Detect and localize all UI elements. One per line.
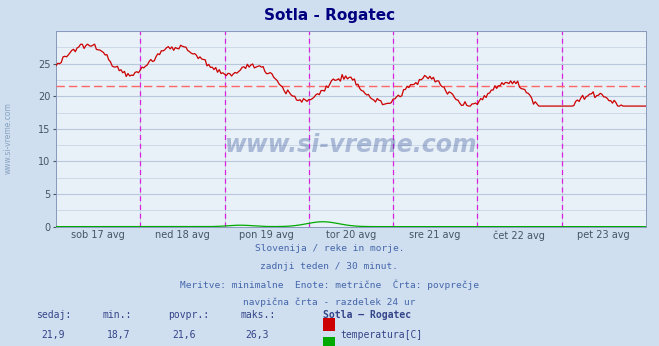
Text: sedaj:: sedaj: <box>36 310 71 320</box>
Text: sre 21 avg: sre 21 avg <box>409 230 461 240</box>
Text: pon 19 avg: pon 19 avg <box>239 230 294 240</box>
Text: www.si-vreme.com: www.si-vreme.com <box>225 133 477 156</box>
Text: Sotla - Rogatec: Sotla - Rogatec <box>264 8 395 22</box>
Text: Meritve: minimalne  Enote: metrične  Črta: povprečje: Meritve: minimalne Enote: metrične Črta:… <box>180 280 479 290</box>
Text: navpična črta - razdelek 24 ur: navpična črta - razdelek 24 ur <box>243 298 416 307</box>
Text: pet 23 avg: pet 23 avg <box>577 230 630 240</box>
Text: ned 18 avg: ned 18 avg <box>155 230 210 240</box>
Text: www.si-vreme.com: www.si-vreme.com <box>4 102 13 174</box>
Text: 21,9: 21,9 <box>41 330 65 340</box>
Text: min.:: min.: <box>102 310 132 320</box>
Text: čet 22 avg: čet 22 avg <box>494 230 546 240</box>
Text: maks.:: maks.: <box>241 310 275 320</box>
Text: Sotla – Rogatec: Sotla – Rogatec <box>323 310 411 320</box>
Text: Slovenija / reke in morje.: Slovenija / reke in morje. <box>255 244 404 253</box>
Text: povpr.:: povpr.: <box>168 310 209 320</box>
Text: 18,7: 18,7 <box>107 330 130 340</box>
Text: tor 20 avg: tor 20 avg <box>326 230 376 240</box>
Text: 21,6: 21,6 <box>173 330 196 340</box>
Text: sob 17 avg: sob 17 avg <box>71 230 125 240</box>
Text: temperatura[C]: temperatura[C] <box>340 330 422 340</box>
Text: 26,3: 26,3 <box>245 330 269 340</box>
Text: zadnji teden / 30 minut.: zadnji teden / 30 minut. <box>260 262 399 271</box>
